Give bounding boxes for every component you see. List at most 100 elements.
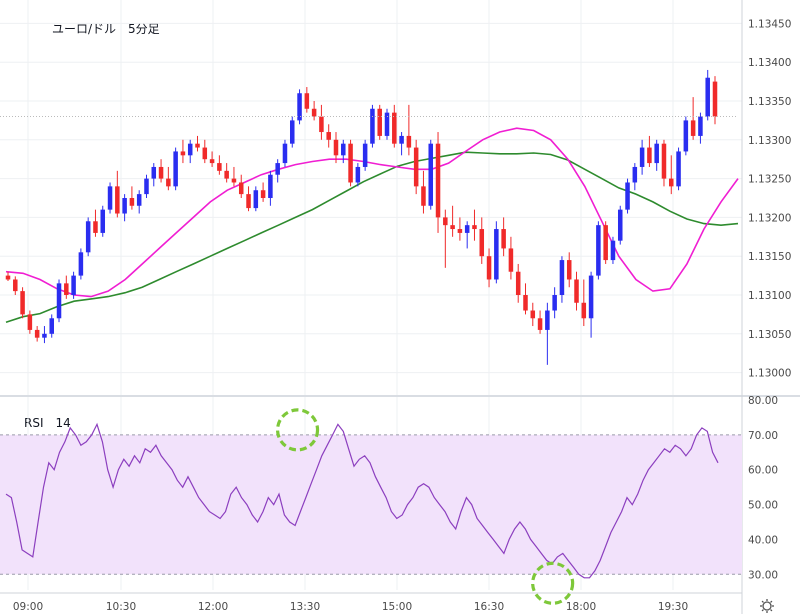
candle-body [632, 166, 638, 183]
price-tick-label: 1.13200 [748, 212, 791, 224]
time-tick-label: 19:30 [658, 601, 688, 613]
candle-down [712, 76, 718, 125]
candle-body [268, 174, 273, 198]
candle-body [596, 225, 601, 276]
settings-icon [760, 599, 774, 613]
rsi-tick-label: 30.00 [748, 569, 778, 581]
candle-body [173, 151, 178, 187]
candle-down [333, 132, 339, 164]
settings-icon-ring [762, 601, 772, 611]
candle-body [574, 279, 579, 303]
candle-down [566, 252, 572, 288]
candle-down [166, 166, 171, 191]
candle-body [676, 151, 681, 187]
candle-down [260, 182, 266, 202]
candle-body [224, 170, 229, 179]
candle-down [115, 170, 120, 218]
candle-down [195, 135, 200, 152]
candle-body [355, 166, 361, 183]
candle-up [107, 182, 113, 214]
candle-up [122, 194, 127, 222]
candle-down [457, 217, 463, 241]
candle-body [42, 333, 47, 338]
candle-body [377, 108, 382, 136]
price-tick-label: 1.13450 [748, 18, 791, 30]
candle-up [49, 314, 54, 338]
candle-body [508, 248, 514, 272]
candle-body [195, 143, 200, 148]
candle-down [180, 139, 186, 164]
candle-body [20, 291, 25, 315]
candle-down [690, 97, 696, 140]
candle-body [246, 194, 251, 209]
time-tick-label: 10:30 [106, 601, 136, 613]
candle-body [370, 108, 375, 144]
candle-body [136, 194, 142, 206]
candle-down [501, 217, 506, 257]
rsi-highlight-circle [275, 408, 320, 452]
candle-down [129, 186, 135, 210]
candle-down [34, 326, 40, 342]
candle-down [224, 163, 229, 183]
candle-up [705, 69, 710, 121]
price-tick-label: 1.13350 [748, 96, 791, 108]
candle-up [399, 132, 404, 156]
rsi-title: RSI 14 [24, 416, 71, 430]
candle-body [253, 190, 259, 209]
candle-down [20, 287, 25, 319]
candle-body [56, 283, 62, 319]
candle-body [435, 143, 441, 218]
candle-up [639, 139, 645, 175]
candle-body [610, 240, 616, 261]
candle-down [319, 104, 324, 140]
candle-body [428, 143, 434, 206]
candle-body [443, 217, 448, 226]
candle-down [27, 310, 33, 334]
candle-body [275, 163, 280, 175]
candle-down [377, 104, 382, 140]
candle-body [690, 120, 696, 136]
candle-down [209, 151, 215, 167]
panel-separator [0, 395, 800, 397]
rsi-line [5, 422, 719, 579]
candle-up [384, 108, 390, 140]
settings-icon-tooth [761, 600, 764, 603]
candle-body [209, 159, 215, 164]
candle-body [705, 77, 710, 117]
candle-down [523, 283, 528, 315]
time-tick-label: 16:30 [474, 601, 504, 613]
time-tick-label: 13:30 [290, 601, 320, 613]
settings-icon-tooth [770, 600, 773, 603]
candle-down [661, 139, 667, 187]
candle-up [275, 159, 280, 183]
candle-down [421, 170, 426, 214]
candle-body [515, 271, 521, 295]
candle-body [501, 229, 506, 249]
candle-down [5, 271, 11, 282]
price-tick-label: 1.13000 [748, 368, 791, 380]
candle-body [537, 318, 543, 330]
candle-body [450, 225, 455, 230]
price-tick-label: 1.13400 [748, 57, 791, 69]
candle-up [596, 221, 601, 280]
rsi-tick-label: 50.00 [748, 500, 778, 512]
candle-body [34, 329, 40, 338]
candle-down [158, 159, 164, 183]
time-tick-label: 12:00 [198, 601, 228, 613]
candle-body [486, 256, 492, 280]
candle-body [421, 186, 426, 206]
candle-body [180, 151, 186, 156]
candle-down [304, 87, 310, 113]
candle-up [297, 89, 302, 125]
rsi-highlight-circle [531, 561, 575, 605]
candle-down [647, 135, 652, 167]
candle-body [457, 229, 463, 233]
candle-down [238, 174, 244, 198]
candle-body [479, 229, 485, 257]
candle-body [341, 143, 346, 156]
candle-down [486, 248, 492, 288]
candle-down [479, 217, 485, 264]
rsi-tick-label: 80.00 [748, 395, 778, 407]
candle-body [545, 310, 550, 330]
candle-body [64, 283, 69, 295]
